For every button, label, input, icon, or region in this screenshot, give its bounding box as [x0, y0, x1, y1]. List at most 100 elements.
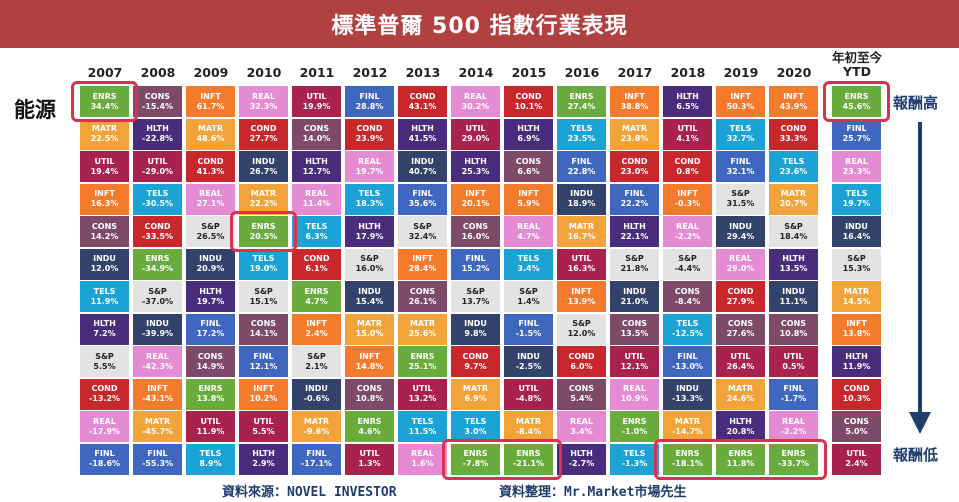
- sector-code: MATR: [621, 124, 648, 133]
- sector-return: 4.6%: [358, 426, 381, 436]
- sector-return: 23.0%: [620, 166, 649, 176]
- arrow-down-icon: [909, 412, 931, 434]
- sector-code: ENRS: [410, 351, 435, 361]
- sector-cell: FINL -17.1%: [292, 443, 341, 475]
- sector-cell: UTIL 13.2%: [398, 378, 447, 410]
- sector-code: CONS: [303, 124, 330, 133]
- sector-return: 14.8%: [355, 361, 384, 371]
- sector-cell: TELS 18.3%: [345, 183, 394, 215]
- sector-code: HLTH: [358, 221, 381, 231]
- sector-return: 20.7%: [779, 199, 808, 208]
- year-header-line: 2009: [193, 65, 229, 80]
- sector-return: 13.9%: [567, 296, 596, 306]
- sector-return: 10.9%: [620, 394, 649, 403]
- sector-cell: HLTH 7.2%: [80, 313, 129, 345]
- sector-code: UTIL: [783, 351, 804, 361]
- sector-cell: ENRS 25.1%: [398, 346, 447, 377]
- sector-cell: TELS -1.3%: [610, 443, 659, 475]
- sector-cell: UTIL 16.3%: [557, 248, 606, 280]
- year-header: 2010: [238, 66, 290, 80]
- sector-return: -2.7%: [568, 459, 595, 468]
- sector-return: -21.1%: [512, 459, 545, 468]
- sector-cell: FINL -18.6%: [80, 443, 129, 475]
- sector-code: REAL: [845, 156, 868, 166]
- sector-cell: INFT 20.1%: [451, 183, 500, 215]
- energy-row-label: 能源: [14, 98, 56, 122]
- sector-return: -22.8%: [141, 134, 174, 143]
- sector-return: 29.0%: [726, 264, 755, 273]
- sector-cell: COND 10.3%: [832, 378, 881, 410]
- sector-cell: FINL 17.2%: [186, 313, 235, 345]
- sector-cell: INFT 13.8%: [832, 313, 881, 345]
- sector-cell: HLTH 41.5%: [398, 118, 447, 150]
- year-header-line: 2018: [670, 65, 706, 80]
- sector-cell: MATR 24.6%: [716, 378, 765, 410]
- sector-cell: INDU 29.4%: [716, 216, 765, 247]
- sector-return: -18.6%: [88, 459, 121, 468]
- sector-cell: INDU 40.7%: [398, 151, 447, 182]
- sector-cell: INFT 43.9%: [769, 86, 818, 117]
- sector-cell: TELS 3.4%: [504, 248, 553, 280]
- year-header-line: 2016: [564, 65, 600, 80]
- sector-cell: UTIL 4.1%: [663, 118, 712, 150]
- sector-return: 1.6%: [411, 459, 434, 468]
- sector-return: 13.8%: [196, 394, 225, 403]
- sector-return: 13.7%: [461, 296, 490, 306]
- sector-cell: FINL 32.1%: [716, 151, 765, 182]
- sector-cell: COND 23.9%: [345, 118, 394, 150]
- sector-code: INDU: [845, 221, 868, 231]
- sector-code: MATR: [91, 124, 118, 133]
- sector-cell: COND 23.0%: [610, 151, 659, 182]
- sector-cell: COND 6.1%: [292, 248, 341, 280]
- sector-code: UTIL: [412, 384, 433, 393]
- sector-cell: MATR 20.7%: [769, 183, 818, 215]
- sector-code: ENRS: [516, 449, 541, 458]
- sector-cell: INFT 14.8%: [345, 346, 394, 377]
- sector-code: COND: [356, 124, 383, 133]
- sector-return: 27.9%: [726, 296, 755, 306]
- sector-cell: UTIL 1.3%: [345, 443, 394, 475]
- sector-code: S&P: [254, 286, 273, 296]
- sector-code: S&P: [847, 254, 866, 263]
- sector-code: TELS: [358, 189, 381, 198]
- year-header-line: 2010: [246, 65, 282, 80]
- sector-cell: REAL 29.0%: [716, 248, 765, 280]
- sector-cell: TELS 3.0%: [451, 411, 500, 442]
- sector-cell: S&P 1.4%: [504, 281, 553, 312]
- sector-code: REAL: [411, 449, 434, 458]
- sector-return: 2.4%: [305, 329, 328, 338]
- sector-code: UTIL: [253, 416, 274, 426]
- sector-code: INFT: [846, 319, 867, 328]
- sector-cell: FINL -1.7%: [769, 378, 818, 410]
- sector-code: REAL: [358, 156, 381, 166]
- sector-cell: CONS 14.0%: [292, 118, 341, 150]
- sector-code: HLTH: [623, 221, 646, 231]
- sector-code: CONS: [462, 221, 489, 231]
- sector-return: 6.5%: [676, 101, 699, 111]
- sector-cell: REAL -2.2%: [663, 216, 712, 247]
- sector-code: COND: [250, 124, 277, 133]
- sector-cell: REAL -42.3%: [133, 346, 182, 377]
- sector-return: 16.4%: [842, 231, 871, 241]
- sector-return: 43.1%: [408, 101, 437, 111]
- sector-cell: TELS 6.3%: [292, 216, 341, 247]
- sector-cell: ENRS -1.0%: [610, 411, 659, 442]
- year-header: 2018: [662, 66, 714, 80]
- sector-return: -33.7%: [777, 459, 810, 468]
- sector-code: COND: [462, 351, 489, 361]
- sector-cell: REAL 32.3%: [239, 86, 288, 117]
- sector-return: 12.1%: [620, 361, 649, 371]
- sector-return: 20.9%: [196, 264, 225, 273]
- sector-return: 35.6%: [408, 199, 437, 208]
- sector-return: 9.7%: [464, 361, 487, 371]
- sector-code: CONS: [727, 319, 754, 328]
- sector-cell: UTIL 5.5%: [239, 411, 288, 442]
- year-header-line: 2011: [299, 65, 335, 80]
- sector-code: HLTH: [729, 416, 752, 426]
- sector-code: ENRS: [675, 449, 700, 458]
- sector-return: 31.5%: [726, 199, 755, 208]
- sector-code: INFT: [465, 189, 486, 198]
- sector-cell: INDU 26.7%: [239, 151, 288, 182]
- sector-code: TELS: [570, 124, 593, 133]
- sector-cell: HLTH 12.7%: [292, 151, 341, 182]
